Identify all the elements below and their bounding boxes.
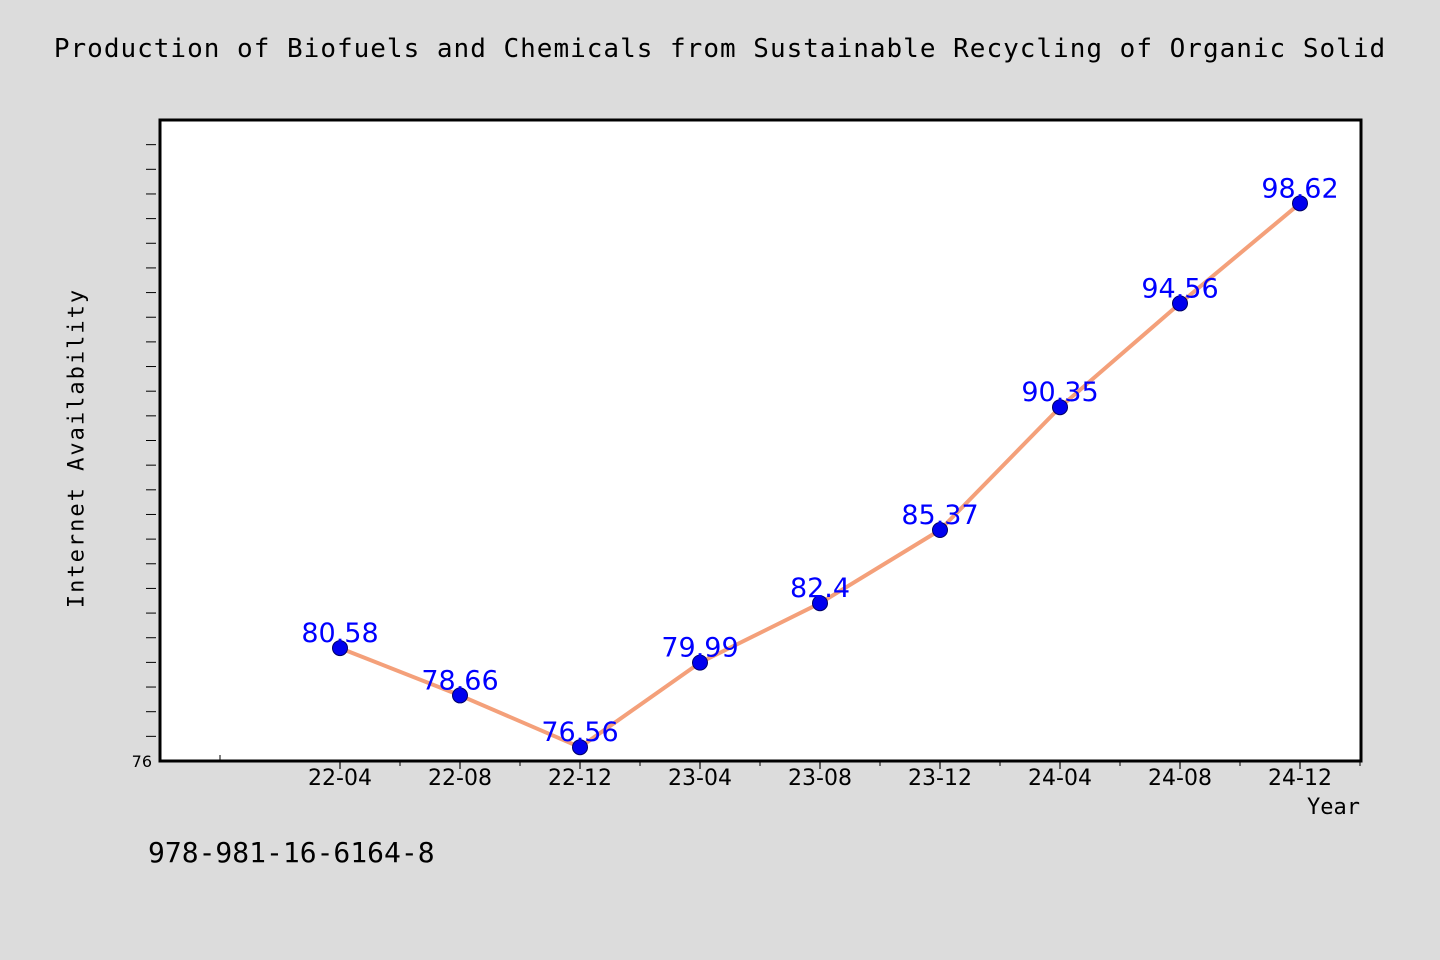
x-tick-label: 22-12: [548, 766, 612, 791]
x-tick-label: 23-12: [908, 766, 972, 791]
x-tick-label: 24-12: [1268, 766, 1332, 791]
data-point: [452, 687, 468, 704]
data-label: 90.35: [1021, 377, 1098, 408]
x-tick-label: 23-08: [788, 766, 852, 791]
data-point: [332, 640, 348, 657]
x-axis-label: Year: [1307, 795, 1360, 820]
data-label: 76.56: [541, 717, 618, 748]
isbn-text: 978-981-16-6164-8: [148, 836, 435, 869]
data-label: 82.4: [790, 573, 850, 604]
data-point: [1172, 295, 1188, 312]
x-tick-label: 22-04: [308, 766, 372, 791]
data-label: 78.66: [421, 665, 498, 696]
data-label: 94.56: [1141, 273, 1218, 304]
data-label: 98.62: [1261, 173, 1338, 204]
data-point: [932, 521, 948, 538]
data-label: 85.37: [901, 500, 978, 531]
x-tick-label: 22-08: [428, 766, 492, 791]
x-tick-label: 23-04: [668, 766, 732, 791]
x-tick-label: 24-08: [1148, 766, 1212, 791]
x-tick-label: 24-04: [1028, 766, 1092, 791]
data-point: [1292, 195, 1308, 212]
plot-area: [158, 118, 1363, 763]
data-label: 80.58: [301, 618, 378, 649]
data-point: [1052, 399, 1068, 416]
data-label: 79.99: [661, 633, 738, 664]
chart-title: Production of Biofuels and Chemicals fro…: [53, 34, 1387, 64]
data-point: [692, 654, 708, 671]
data-point: [812, 595, 828, 612]
data-point: [572, 739, 588, 756]
y-tick-label: 76: [132, 752, 152, 771]
